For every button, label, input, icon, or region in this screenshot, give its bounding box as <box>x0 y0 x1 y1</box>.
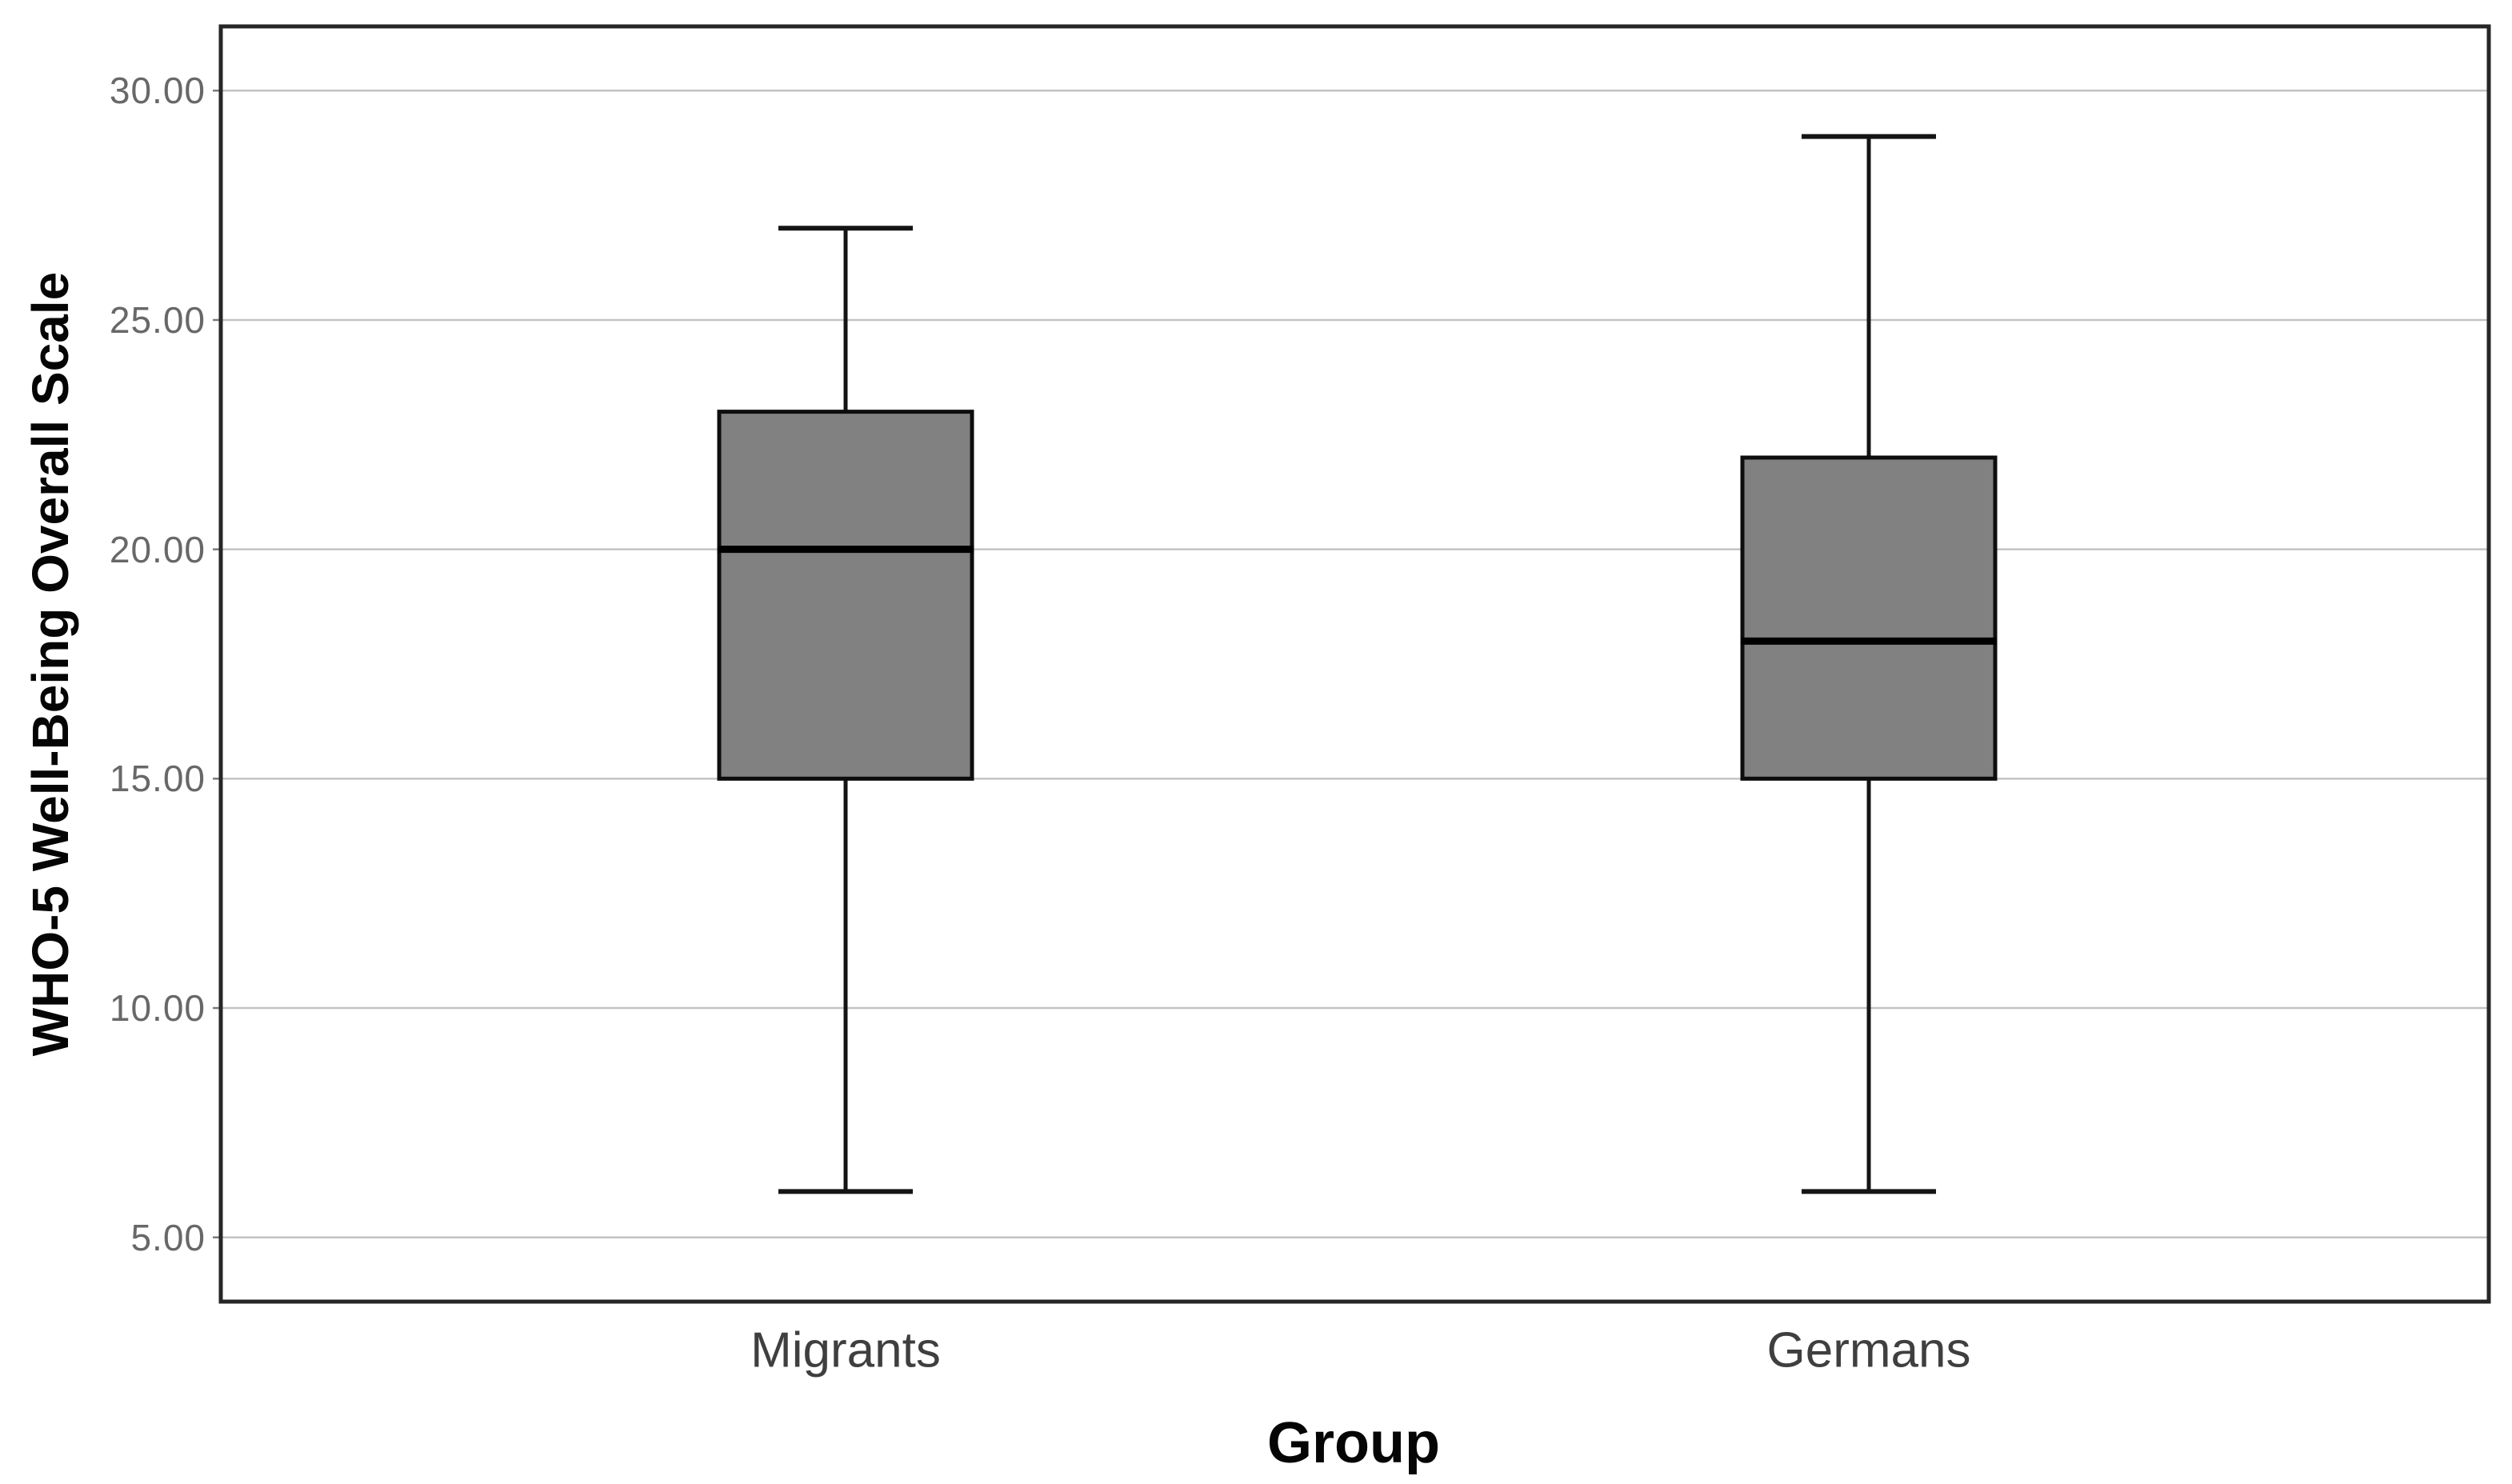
plot-frame <box>218 24 2491 1304</box>
iqr-box <box>717 410 974 781</box>
y-tick-label-5: 5.00 <box>130 1216 206 1258</box>
iqr-box <box>1740 455 1998 781</box>
x-category-label-migrants: Migrants <box>750 1322 941 1378</box>
y-tick-label-10: 10.00 <box>109 987 206 1030</box>
x-axis-title: Group <box>1267 1411 1440 1475</box>
y-axis-title: WHO-5 Well-Being Overall Scale <box>22 271 79 1057</box>
x-category-label-germans: Germans <box>1766 1322 1971 1378</box>
y-tick-label-15: 15.00 <box>109 758 206 800</box>
y-tick-label-30: 30.00 <box>109 70 206 112</box>
y-tick-label-25: 25.00 <box>109 298 206 341</box>
y-tick-label-20: 20.00 <box>109 528 206 570</box>
